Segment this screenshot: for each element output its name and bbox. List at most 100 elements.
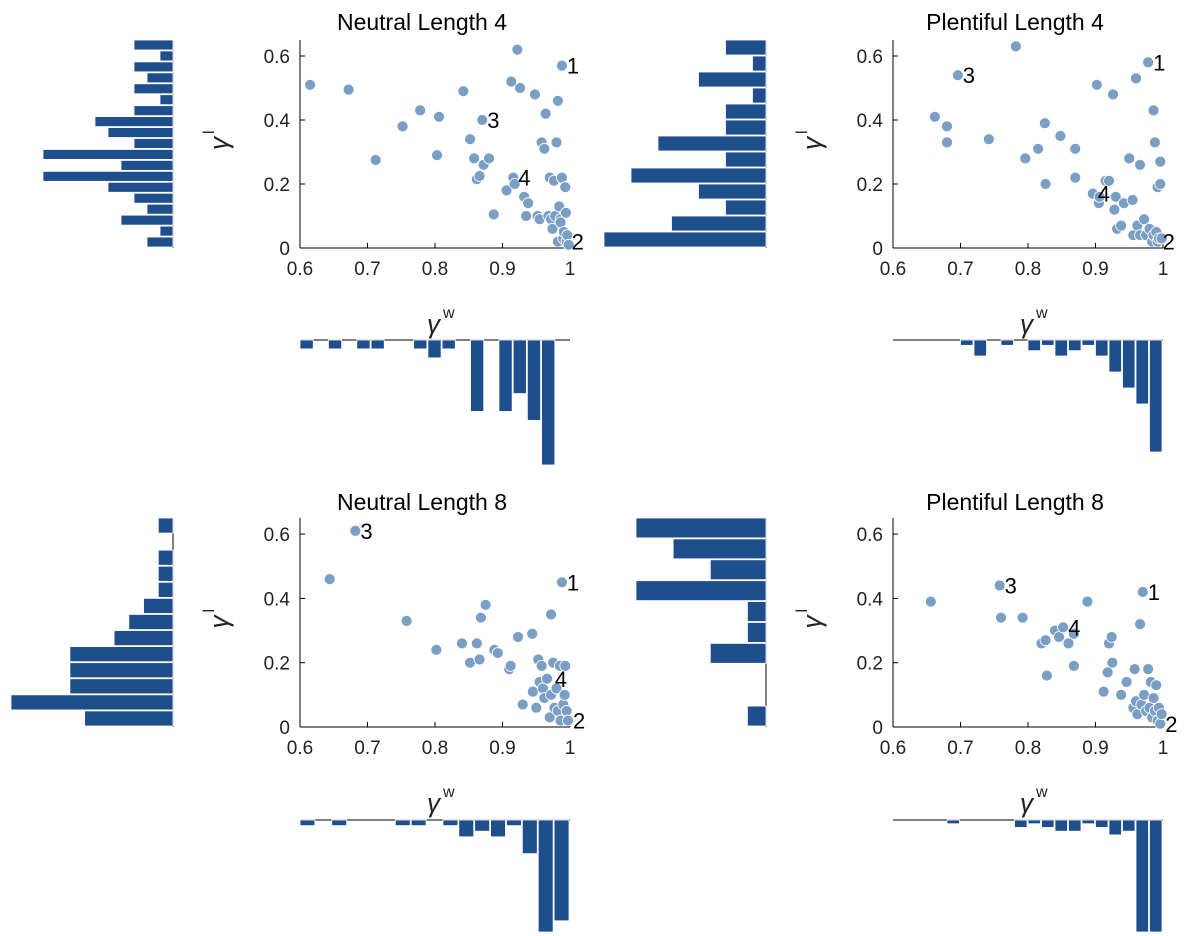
y-axis-label-superscript: l xyxy=(201,130,218,134)
data-point xyxy=(551,94,564,107)
data-point xyxy=(562,238,575,251)
bottom-histogram-bar xyxy=(370,339,385,350)
left-histogram-bar xyxy=(69,662,174,679)
y-axis-label: γ xyxy=(204,135,234,150)
data-point xyxy=(543,711,556,724)
data-point xyxy=(349,524,362,537)
y-axis-label-superscript: l xyxy=(201,609,218,613)
y-tick-label: 0.6 xyxy=(264,47,290,68)
x-tick-label: 0.6 xyxy=(287,738,313,759)
bottom-histogram-bar xyxy=(1027,819,1041,825)
y-tick-label: 0 xyxy=(279,718,290,739)
bottom-histogram-bar xyxy=(1122,339,1136,389)
left-histogram-bar xyxy=(120,214,174,226)
point-annotation: 1 xyxy=(1153,50,1165,75)
left-histogram-bar xyxy=(159,50,174,62)
point-annotation: 1 xyxy=(567,570,579,595)
left-histogram-bar xyxy=(630,167,767,184)
point-annotation: 3 xyxy=(1005,574,1017,599)
data-point xyxy=(1105,631,1118,643)
left-histogram-bar xyxy=(146,203,174,215)
bottom-histogram-bar xyxy=(1095,339,1109,357)
bottom-histogram-bar xyxy=(526,339,541,421)
left-histogram-bar xyxy=(10,694,174,711)
point-annotation: 4 xyxy=(1068,615,1080,640)
bottom-histogram-bar xyxy=(1108,819,1122,836)
data-point xyxy=(1155,708,1168,721)
data-point xyxy=(535,660,548,672)
left-histogram-bar xyxy=(635,580,767,602)
data-point xyxy=(1142,663,1155,676)
left-histogram-bar xyxy=(157,549,174,566)
data-point xyxy=(470,637,483,650)
bottom-histogram-bar xyxy=(1135,339,1149,405)
data-point xyxy=(1097,685,1110,698)
left-histogram-bar xyxy=(603,231,767,248)
data-point xyxy=(993,579,1006,592)
data-point xyxy=(342,83,355,96)
bottom-histogram-bar xyxy=(458,819,475,838)
bottom-histogram-bar xyxy=(442,819,459,826)
left-histogram-bar xyxy=(133,83,174,95)
left-histogram-bar xyxy=(698,71,767,88)
data-point xyxy=(1032,142,1045,155)
data-point xyxy=(1069,142,1082,155)
left-histogram-bar xyxy=(725,39,767,56)
data-point xyxy=(1128,663,1141,676)
x-tick-label: 0.8 xyxy=(422,259,448,280)
data-point xyxy=(1019,152,1032,165)
data-point xyxy=(1150,679,1163,692)
data-point xyxy=(1123,152,1136,165)
point-annotation: 3 xyxy=(360,519,372,544)
x-tick-label: 0.8 xyxy=(422,738,448,759)
left-histogram-bar xyxy=(143,597,174,614)
bottom-histogram-bar xyxy=(470,339,485,412)
data-point xyxy=(1107,88,1119,101)
left-histogram-bar xyxy=(672,538,767,560)
data-point xyxy=(414,104,427,117)
data-point xyxy=(1126,194,1139,206)
data-point xyxy=(1041,669,1053,682)
bottom-histogram-bar xyxy=(427,339,442,359)
left-histogram-bar xyxy=(120,160,174,171)
bottom-histogram-bar xyxy=(299,819,316,826)
data-point xyxy=(1108,203,1121,216)
bottom-histogram-bar xyxy=(328,339,343,350)
bottom-histogram-bar xyxy=(553,819,570,922)
data-point xyxy=(1147,692,1160,704)
point-annotation: 2 xyxy=(1163,230,1175,255)
bottom-histogram-bar xyxy=(537,819,554,933)
data-point xyxy=(556,576,568,589)
data-point xyxy=(1115,219,1128,232)
y-axis-label-group: γl xyxy=(201,130,234,150)
x-axis-label-superscript: w xyxy=(1035,784,1048,801)
data-point xyxy=(545,608,557,621)
data-point xyxy=(500,184,513,197)
y-tick-label: 0.6 xyxy=(857,47,883,68)
x-tick-label: 0.7 xyxy=(947,738,973,759)
left-histogram-bar xyxy=(752,87,767,104)
x-axis-label: γ xyxy=(1020,309,1035,339)
data-point xyxy=(558,688,571,701)
data-point xyxy=(924,595,937,608)
data-point xyxy=(504,660,517,672)
point-annotation: 1 xyxy=(1148,580,1160,605)
data-point xyxy=(560,206,572,219)
data-point xyxy=(1149,136,1161,149)
x-axis-label: γ xyxy=(427,788,442,818)
bottom-histogram-bar xyxy=(960,339,974,346)
data-point xyxy=(464,133,477,146)
left-histogram-bar xyxy=(709,559,767,581)
x-tick-label: 0.7 xyxy=(354,259,380,280)
bottom-histogram-bar xyxy=(1014,819,1028,828)
left-histogram-bar xyxy=(747,705,767,727)
x-tick-label: 1 xyxy=(1158,259,1169,280)
bottom-histogram-bar xyxy=(474,819,490,832)
x-tick-label: 1 xyxy=(565,738,576,759)
data-point xyxy=(1134,158,1146,171)
panel-title: Plentiful Length 4 xyxy=(926,9,1104,35)
data-point xyxy=(431,149,443,162)
